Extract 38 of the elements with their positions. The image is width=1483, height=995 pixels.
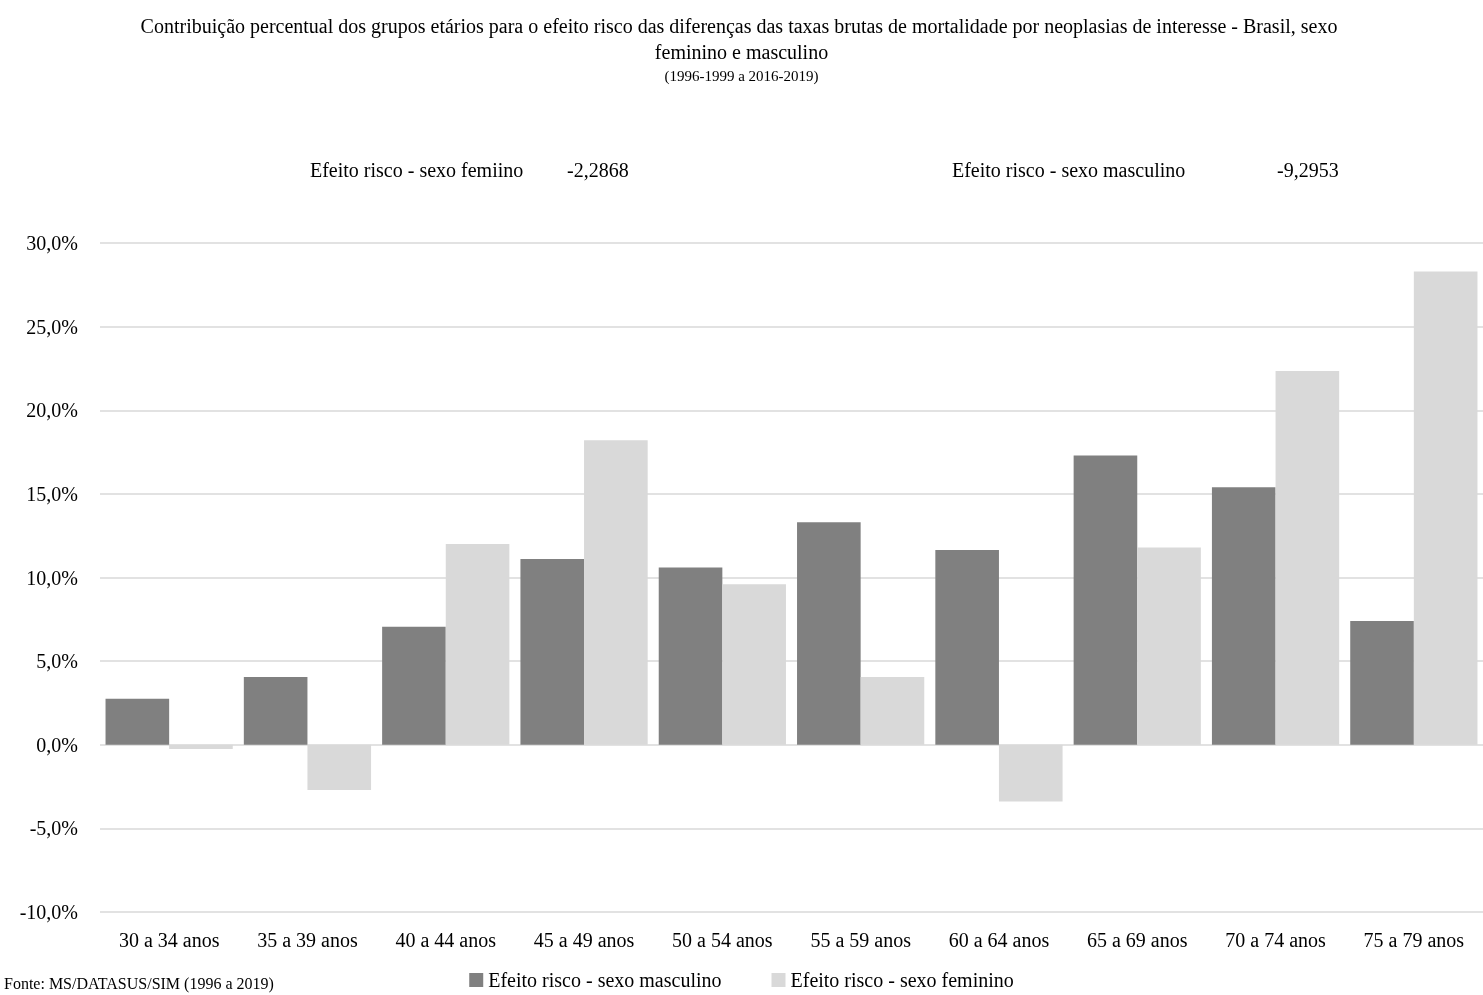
- source-note: Fonte: MS/DATASUS/SIM (1996 a 2019): [4, 974, 274, 993]
- y-tick-label: 20,0%: [26, 399, 78, 422]
- text: -9,2953: [1276, 159, 1339, 181]
- chart-title: Contribuição percentual dos grupos etários para o efeito risco das diferenças das taxas brutas de mortalidade por neoplasias de interesse - Brasil, sexo feminino e masculino: [140, 15, 1343, 63]
- x-tick-label: 75 a 79 anos: [1363, 929, 1465, 951]
- text: Efeito risco - sexo masculino: [952, 159, 1186, 181]
- bar: [658, 567, 723, 745]
- bar: [1211, 487, 1276, 745]
- y-tick-label: 25,0%: [26, 315, 78, 338]
- x-tick-label: 50 a 54 anos: [672, 929, 773, 951]
- x-tick-label: 45 a 49 anos: [533, 929, 635, 951]
- bar: [935, 549, 999, 745]
- legend-label: Efeito risco - sexo feminino: [790, 969, 1014, 991]
- text: Efeito risco - sexo femiino: [310, 159, 524, 181]
- y-tick-label: 15,0%: [26, 482, 78, 505]
- x-tick-label: 65 a 69 anos: [1086, 929, 1188, 951]
- x-tick-label: 70 a 74 anos: [1225, 929, 1327, 951]
- y-tick-label: -5,0%: [29, 817, 78, 840]
- bar: [1073, 455, 1138, 745]
- x-tick-label: 30 a 34 anos: [118, 929, 220, 951]
- x-tick-label: 55 a 59 anos: [810, 929, 912, 951]
- x-tick-label: 40 a 44 anos: [395, 929, 497, 951]
- bar: [520, 559, 585, 745]
- y-tick-label: 5,0%: [36, 650, 78, 673]
- bar: [382, 626, 446, 745]
- bar: [105, 698, 170, 745]
- y-tick-label: 0,0%: [36, 733, 78, 756]
- text: -2,2868: [566, 159, 629, 181]
- bar: [797, 522, 861, 745]
- x-tick-label: 60 a 64 anos: [948, 929, 1050, 951]
- y-tick-label: -10,0%: [19, 901, 78, 923]
- y-tick-label: 10,0%: [26, 566, 78, 589]
- x-tick-label: 35 a 39 anos: [257, 929, 358, 951]
- bar: [243, 677, 308, 745]
- bar: [1350, 620, 1414, 745]
- legend-label: Efeito risco - sexo masculino: [488, 969, 722, 991]
- y-tick-label: 30,0%: [26, 232, 78, 254]
- chart-subtitle: (1996-1999 a 2016-2019): [664, 67, 819, 85]
